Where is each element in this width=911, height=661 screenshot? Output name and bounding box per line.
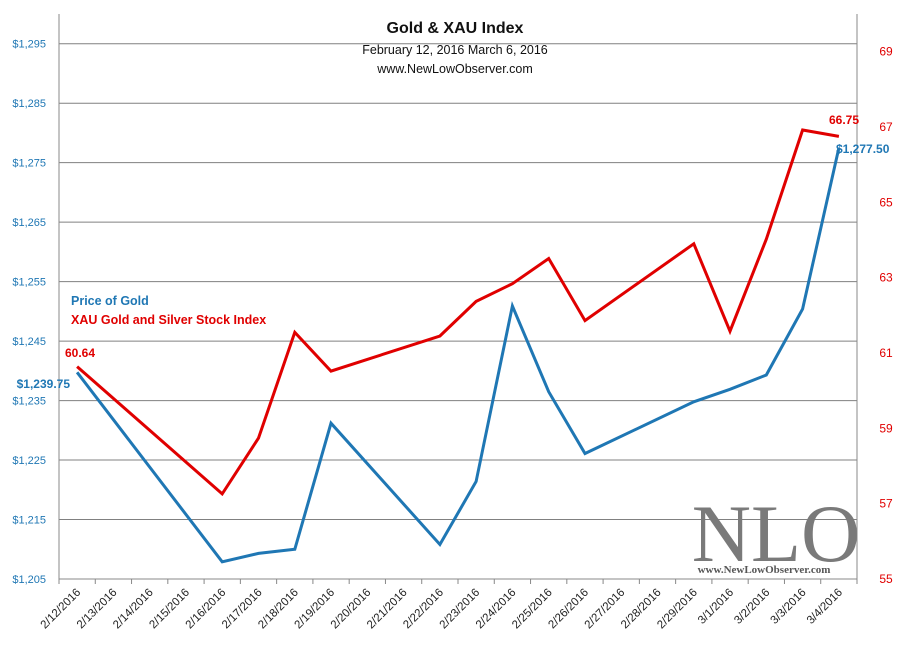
y-left-tick-label-6: $1,265	[12, 217, 46, 229]
nlo-logo: NLO www.NewLowObserver.com	[692, 488, 861, 579]
data-label-gold-first: $1,239.75	[17, 377, 71, 391]
y-left-tick-label-5: $1,255	[12, 277, 46, 289]
axis-layer	[58, 14, 858, 584]
legend-xau: XAU Gold and Silver Stock Index	[71, 313, 266, 327]
y-right-tick-label-6: 67	[879, 120, 893, 134]
y-right-tick-label-1: 57	[879, 497, 893, 511]
y-right-tick-label-0: 55	[879, 572, 893, 586]
chart-source: www.NewLowObserver.com	[376, 62, 533, 76]
logo-text: NLO	[692, 488, 861, 579]
y-right-tick-label-3: 61	[879, 346, 893, 360]
chart-subtitle: February 12, 2016 March 6, 2016	[362, 43, 548, 57]
chart-title: Gold & XAU Index	[387, 20, 524, 37]
y-left-tick-label-1: $1,215	[12, 515, 46, 527]
y-left-tick-label-2: $1,225	[12, 455, 46, 467]
legend-gold: Price of Gold	[71, 294, 149, 308]
y-right-tick-label-4: 63	[879, 271, 893, 285]
y-left-tick-label-4: $1,245	[12, 336, 46, 348]
y-left-tick-label-9: $1,295	[12, 39, 46, 51]
data-label-xau-first: 60.64	[65, 346, 95, 360]
y-left-tick-label-8: $1,285	[12, 98, 46, 110]
grid-layer	[59, 43, 857, 580]
data-label-gold-last: $1,277.50	[836, 142, 890, 156]
y-left-tick-label-7: $1,275	[12, 158, 46, 170]
y-right-tick-label-5: 65	[879, 195, 893, 209]
y-right-tick-label-2: 59	[879, 421, 893, 435]
y-right-tick-label-7: 69	[879, 45, 893, 59]
data-label-xau-last: 66.75	[829, 113, 859, 127]
logo-url: www.NewLowObserver.com	[698, 564, 831, 576]
y-left-tick-label-0: $1,205	[12, 574, 46, 586]
y-left-tick-label-3: $1,235	[12, 396, 46, 408]
series-layer	[75, 128, 841, 564]
